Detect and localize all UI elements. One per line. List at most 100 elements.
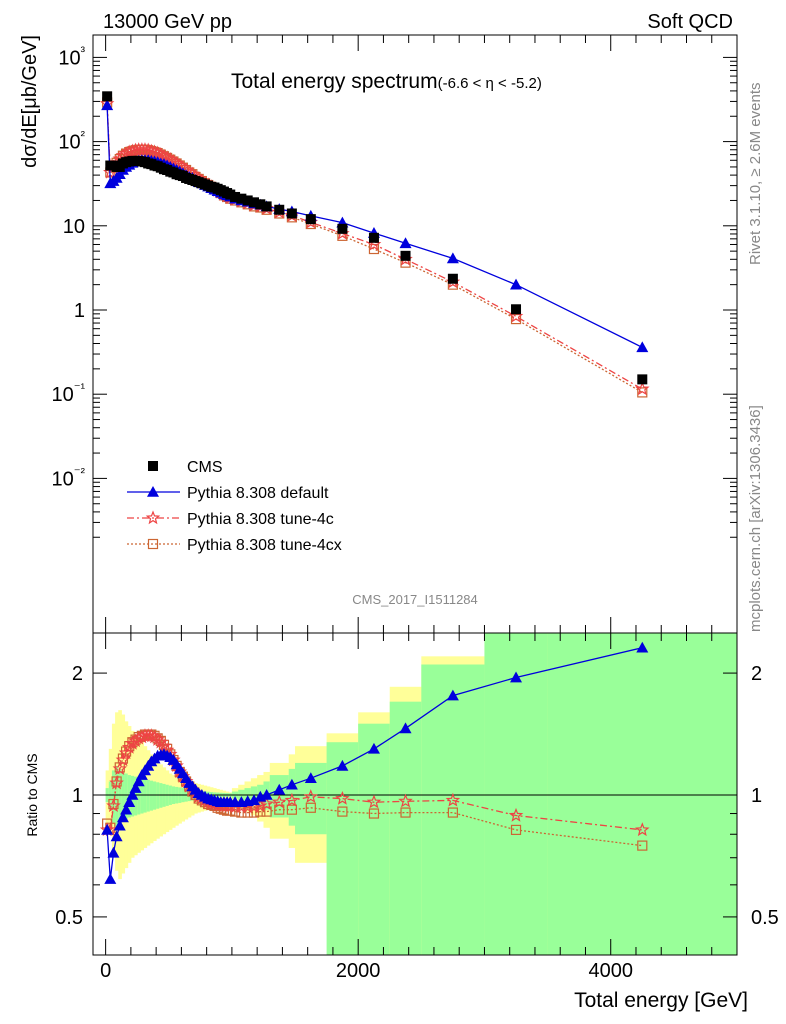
legend-entry-pythia-8-308-tune-4cx: Pythia 8.308 tune-4cx [127,537,342,554]
band-inner [124,773,129,820]
legend-marker [145,510,161,525]
ratio-y-tick-label-right: 2 [751,663,762,685]
ratio-pythia-8-308-default-point [399,722,412,734]
ratio-pythia-8-308-tune-4c-point [153,734,169,749]
ratio-pythia-8-308-tune-4c-point [335,790,350,805]
ratio-pythia-8-308-tune-4cx-point [305,802,316,813]
ratio-pythia-8-308-tune-4c-point [366,794,382,809]
band-inner [288,768,296,826]
x-tick-label: 0 [100,960,111,982]
main-cms-point [305,214,316,225]
main-pythia-8-308-tune-4cx-point [637,387,648,398]
main-cms-point [242,195,253,206]
legend-label: CMS [187,459,223,476]
ratio-pythia-8-308-tune-4cx-point [368,808,380,819]
y-tick-label-base: 10 [52,384,74,406]
y-tick-label-exponent: ² [81,128,86,143]
ratio-y-tick-label: 2 [72,663,83,685]
legend-marker [148,461,158,471]
band-inner [326,742,359,955]
legend-entry-pythia-8-308-default: Pythia 8.308 default [127,485,329,502]
main-cms-point [249,197,259,208]
ratio-pythia-8-308-default-point [273,783,286,795]
ratio-pythia-8-308-tune-4cx-point [242,807,253,818]
ratio-pythia-8-308-tune-4cx-point [255,806,266,817]
main-cms-point [286,208,297,219]
ratio-pythia-8-308-tune-4c-point [259,796,274,811]
ratio-pythia-8-308-tune-4cx-point [248,807,260,818]
x-tick-label: 4000 [588,960,633,982]
ratio-pythia-8-308-default-point [336,759,349,771]
main-cms-point [511,304,522,315]
y-tick-label-exponent: ⁻² [74,464,86,479]
ratio-pythia-8-308-default-point [129,782,142,793]
ratio-pythia-8-308-tune-4c-point [106,798,121,813]
ratio-pythia-8-308-default-point [123,796,136,807]
ratio-pythia-8-308-default-point [116,811,129,823]
ratio-pythia-8-308-default-point [107,846,120,858]
ratio-pythia-8-308-tune-4c-point [508,807,524,822]
header-right: Soft QCD [647,11,733,33]
y-tick-label-exponent: ⁻¹ [74,380,86,395]
main-cms-point [400,250,411,261]
main-pythia-8-308-default-point [510,278,523,290]
main-cms-point [255,199,266,210]
y-tick-label-base: 10 [52,468,74,490]
band-inner [118,768,122,826]
main-pythia-8-308-default-series [101,99,649,353]
y-tick-label-base: 10 [58,47,80,69]
main-cms-point [637,374,648,385]
ratio-pythia-8-308-tune-4c-point [398,793,413,808]
ratio-pythia-8-308-default-point [132,775,145,787]
main-pythia-8-308-default-point [101,99,114,111]
ratio-y-axis-label: Ratio to CMS [24,753,40,836]
band-inner [140,778,145,814]
main-pythia-8-308-tune-4c-point [635,381,650,396]
ratio-pythia-8-308-default-point [120,803,133,815]
ratio-pythia-8-308-tune-4cx-point [400,807,411,818]
ratio-y-tick-label: 1 [72,785,83,807]
ratio-pythia-8-308-default-point [101,823,114,835]
main-panel-series [99,91,650,398]
legend-label: Pythia 8.308 tune-4c [187,511,334,528]
ratio-pythia-8-308-default-point [113,819,126,831]
main-pythia-8-308-default-point [399,237,412,249]
y-axis-label: dσ/dE[μb/GeV] [19,35,41,168]
chart-title-main: Total energy spectrum [231,70,438,93]
ratio-pythia-8-308-default-point [367,742,380,754]
ratio-pythia-8-308-default-point [110,830,123,842]
band-inner [146,779,151,812]
ratio-pythia-8-308-tune-4c-point [635,822,650,837]
ratio-pythia-8-308-tune-4c-point [284,792,300,807]
ratio-pythia-8-308-default-point [304,772,317,784]
ratio-pythia-8-308-default-point [446,689,459,701]
band-inner [484,633,549,955]
ratio-pythia-8-308-tune-4cx-point [637,840,648,851]
main-cms-point [236,193,247,204]
x-tick-label: 2000 [336,960,381,982]
band-inner [121,771,126,822]
band-inner [389,701,422,955]
ratio-y-tick-label-right: 0.5 [751,907,779,929]
ratio-pythia-8-308-default-point [510,671,523,683]
y-tick-label: 10⁻² [52,464,86,490]
main-cms-point [368,232,379,243]
x-axis-label: Total energy [GeV] [574,989,748,1012]
ratio-pythia-8-308-default-point [285,778,298,790]
legend-entry-pythia-8-308-tune-4c: Pythia 8.308 tune-4c [127,510,334,528]
side-label-lower: mcplots.cern.ch [arXiv:1306.3436] [747,405,764,632]
y-tick-label: 10 [63,216,85,238]
ratio-pythia-8-308-tune-4c-point [445,792,461,807]
ratio-pythia-8-308-tune-4c-point [109,775,124,790]
ratio-y-tick-label-right: 1 [751,785,762,807]
ratio-pythia-8-308-tune-4c-point [115,752,131,767]
ratio-pythia-8-308-tune-4cx-point [236,807,247,818]
ratio-pythia-8-308-default-point [636,641,649,653]
ratio-pythia-8-308-default-series [101,641,649,884]
band-inner [137,777,141,815]
band-inner [358,723,391,955]
main-cms-point [337,223,348,234]
band-inner [421,664,485,955]
legend-marker [147,486,159,497]
band-inner [143,779,148,813]
